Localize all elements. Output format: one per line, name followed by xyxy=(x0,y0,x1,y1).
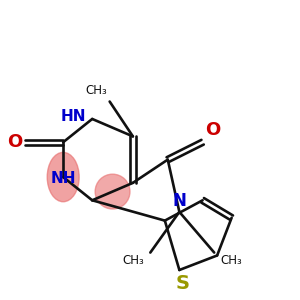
Text: CH₃: CH₃ xyxy=(220,254,242,267)
Text: O: O xyxy=(7,133,22,151)
Text: NH: NH xyxy=(50,171,76,186)
Text: CH₃: CH₃ xyxy=(123,254,145,267)
Text: CH₃: CH₃ xyxy=(85,84,107,97)
Text: O: O xyxy=(206,121,221,139)
Text: S: S xyxy=(175,274,189,293)
Circle shape xyxy=(95,174,130,209)
Ellipse shape xyxy=(47,152,79,202)
Text: N: N xyxy=(172,193,186,211)
Text: HN: HN xyxy=(61,109,86,124)
